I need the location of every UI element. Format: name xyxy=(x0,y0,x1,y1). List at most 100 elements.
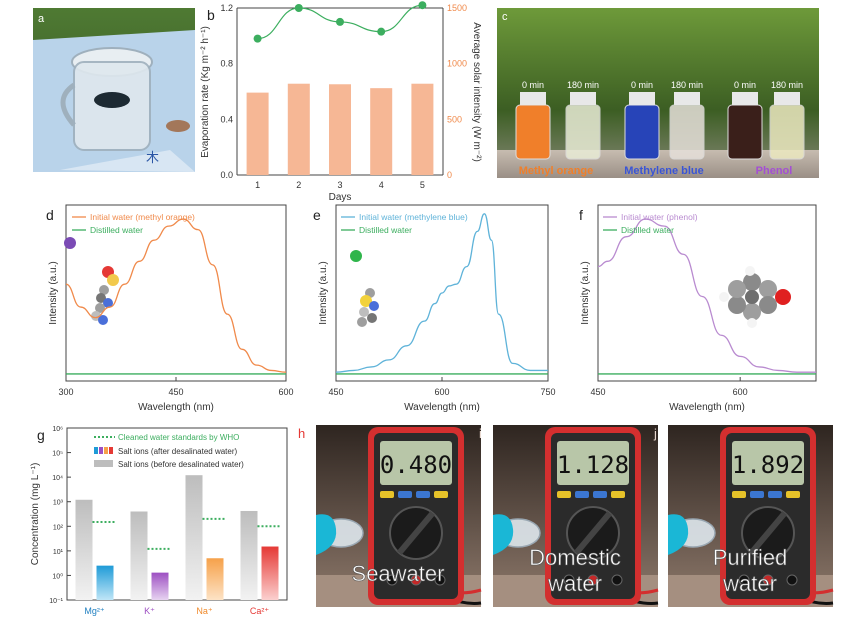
dial-knob xyxy=(573,511,613,555)
g-legend-swatch xyxy=(104,447,108,454)
panel-label-j: j xyxy=(653,426,657,441)
e-xtick-label: 750 xyxy=(540,387,555,397)
g-legend-swatch xyxy=(109,447,113,454)
panel-label-i: i xyxy=(479,426,482,441)
probe-jack xyxy=(563,574,575,586)
b-xlabel: Days xyxy=(329,192,352,203)
g-bar-after xyxy=(206,558,224,600)
g-ytick-label: 10⁶ xyxy=(52,426,63,433)
d-xtick-label: 600 xyxy=(278,387,293,397)
b-bar xyxy=(329,84,351,175)
blue-glove xyxy=(668,514,689,555)
meter-button xyxy=(732,491,746,498)
panel-label-e: e xyxy=(313,207,321,223)
b-evaporation-point xyxy=(418,1,427,10)
probe-jack xyxy=(410,574,422,586)
b-evaporation-point xyxy=(336,17,344,26)
time-label: 180 min xyxy=(671,80,703,90)
water-type-label: Domestic xyxy=(529,545,621,570)
panel-a-photo: 木 a xyxy=(33,8,195,172)
vial-neck xyxy=(570,92,596,105)
e-xtick-label: 600 xyxy=(434,387,449,397)
b-xtick-label: 3 xyxy=(337,180,342,190)
water-type-label: Purified xyxy=(713,545,788,570)
f-xtick-label: 450 xyxy=(590,387,605,397)
legend-initial: Initial water (methyl orange) xyxy=(90,212,195,222)
probe-jack xyxy=(434,574,446,586)
g-ytick-label: 10⁴ xyxy=(52,475,63,482)
g-xtick-label: Ca²⁺ xyxy=(250,606,270,616)
methyl-orange-molecule-icon xyxy=(64,237,119,325)
g-bar-after xyxy=(261,546,279,600)
stone xyxy=(166,120,190,132)
g-ytick-label: 10² xyxy=(53,524,64,531)
chart-b: b Evaporation rate (Kg m⁻² h⁻¹) Average … xyxy=(200,1,482,203)
blue-glove xyxy=(316,514,337,555)
e-ylabel: Intensity (a.u.) xyxy=(318,261,329,324)
g-bar-before xyxy=(75,499,93,600)
vial-methylene-blue-180min xyxy=(669,104,705,160)
g-ytick-label: 10¹ xyxy=(53,549,64,556)
d-ylabel: Intensity (a.u.) xyxy=(48,261,59,324)
water-type-label: water xyxy=(722,571,777,596)
cloth-fold xyxy=(60,150,195,172)
g-legend-who: Cleaned water standards by WHO xyxy=(118,433,239,442)
meter-button xyxy=(611,491,625,498)
b-ytick-label: 0.0 xyxy=(220,170,233,180)
probe-jack xyxy=(386,574,398,586)
meter-button xyxy=(750,491,764,498)
label-methyl-orange: Methyl orange xyxy=(519,165,594,177)
e-xlabel: Wavelength (nm) xyxy=(404,402,480,413)
legend-initial: Initial water (phenol) xyxy=(621,212,698,222)
b-bar xyxy=(370,88,393,175)
b-ylabel-right: Average solar intensity (W m⁻²) xyxy=(471,22,482,162)
legend-distilled: Distilled water xyxy=(621,225,674,235)
d-xtick-label: 450 xyxy=(168,387,183,397)
multimeter-photos: 0.480Seawaterh1.128Domesticwateri1.892Pu… xyxy=(298,425,834,607)
f-ylabel: Intensity (a.u.) xyxy=(580,261,591,324)
meter-button xyxy=(768,491,782,498)
b-xtick-label: 2 xyxy=(296,180,301,190)
panel-label-f: f xyxy=(579,207,583,223)
f-xtick-label: 600 xyxy=(733,387,748,397)
b-ytick-right-label: 1000 xyxy=(447,59,467,69)
meter-button xyxy=(398,491,412,498)
meter-button xyxy=(593,491,607,498)
evaporator xyxy=(94,92,130,108)
probe-jack xyxy=(762,574,774,586)
lcd-reading: 1.128 xyxy=(557,451,629,479)
time-label: 0 min xyxy=(734,80,756,90)
b-bar xyxy=(287,83,310,175)
b-bar xyxy=(411,83,434,175)
f-initial-curve xyxy=(597,218,816,373)
meter-button xyxy=(575,491,589,498)
vial-neck xyxy=(629,92,655,105)
b-ytick-right-label: 500 xyxy=(447,114,462,124)
b-xtick-label: 1 xyxy=(255,180,260,190)
meter-button xyxy=(557,491,571,498)
probe-jack xyxy=(786,574,798,586)
b-xtick-label: 5 xyxy=(420,180,425,190)
b-ytick-right-label: 0 xyxy=(447,170,452,180)
jar-handle xyxy=(60,82,76,127)
legend-distilled: Distilled water xyxy=(90,225,143,235)
time-label: 180 min xyxy=(567,80,599,90)
f-frame xyxy=(597,204,817,382)
b-evaporation-point xyxy=(377,27,386,36)
panel-label-b: b xyxy=(207,7,215,23)
vial-neck xyxy=(674,92,700,105)
meter-button xyxy=(416,491,430,498)
time-label: 180 min xyxy=(771,80,803,90)
panel-c-photo: 0 min 180 min 0 min 180 min 0 min 180 mi… xyxy=(497,8,819,178)
phenol-molecule-icon xyxy=(719,266,791,328)
b-ytick-right-label: 1500 xyxy=(447,3,467,13)
methylene-blue-molecule-icon xyxy=(350,250,379,327)
g-xtick-label: Na⁺ xyxy=(196,606,213,616)
legend-initial: Initial water (methylene blue) xyxy=(359,212,468,222)
chart-d: d Intensity (a.u.) Wavelength (nm) 300 45… xyxy=(46,204,294,413)
g-ytick-label: 10⁻¹ xyxy=(49,598,63,605)
vial-neck xyxy=(520,92,546,105)
panel-label-h: h xyxy=(298,426,305,441)
g-ytick-label: 10⁵ xyxy=(52,451,63,458)
